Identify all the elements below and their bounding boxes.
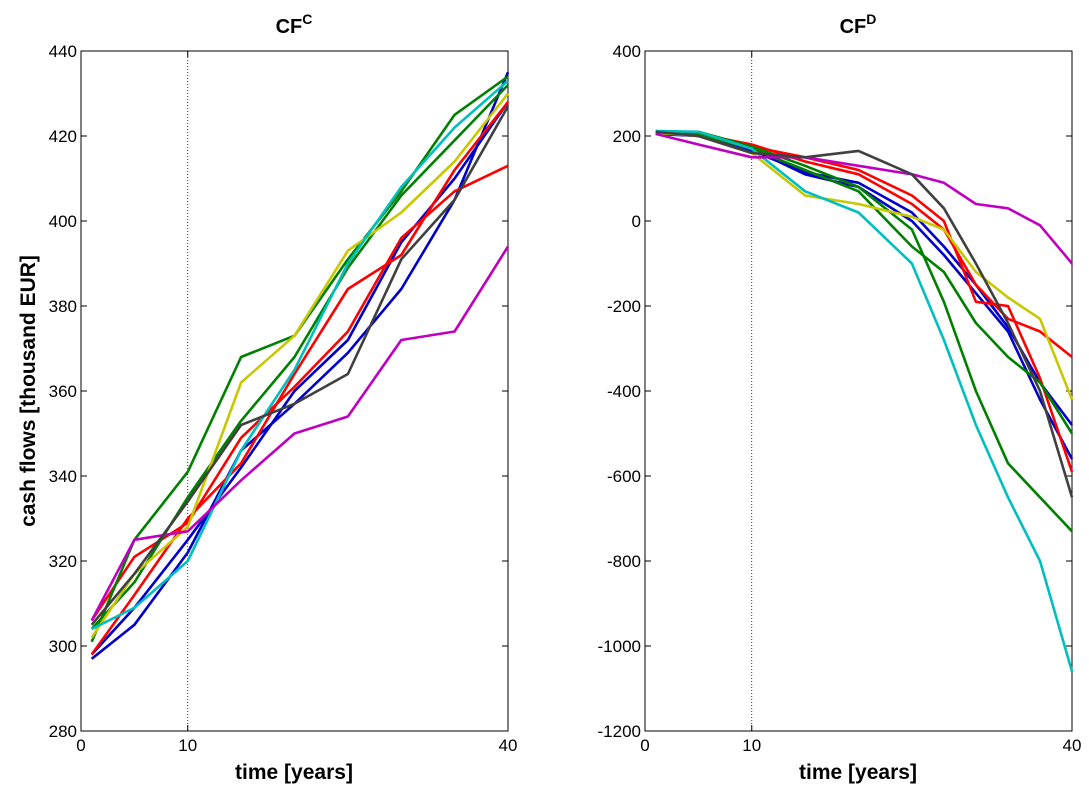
right-axes-frame: [644, 50, 1073, 732]
left-series-line-10: [90, 105, 510, 626]
left-series-line-4: [90, 101, 510, 656]
right-plot-area: -1200 -1000 -800 -600 -400 -200 0 200 400 0 10 40: [598, 42, 1082, 755]
right-ytick-label: -200: [607, 297, 641, 316]
left-xtick-label: 10: [178, 736, 197, 755]
left-ytick-label: 320: [49, 552, 77, 571]
left-ytick-label: 340: [49, 467, 77, 486]
left-chart-panel: CFC cash flows [thousand EUR] time [year…: [17, 11, 517, 784]
left-xtick-label: 0: [76, 736, 85, 755]
right-xtick-label: 10: [742, 736, 761, 755]
right-ytick-label: -600: [607, 467, 641, 486]
left-series-line-3: [90, 164, 509, 622]
right-chart-panel: CFD time [years] -1200-1000-800-600-400-…: [598, 11, 1082, 784]
left-ytick-label: 280: [49, 722, 77, 741]
right-ytick-label: -1000: [598, 637, 641, 656]
right-ytick-label: -800: [607, 552, 641, 571]
left-plot-area: 280 300 320 340 360 380 400 420 440 0 10 40: [49, 42, 518, 755]
right-series-line-8: [655, 129, 1074, 672]
left-ytick-label: 380: [49, 297, 77, 316]
right-xtick-label: 0: [640, 736, 649, 755]
right-ytick-label: 200: [613, 127, 641, 146]
right-ytick-label: 0: [632, 212, 641, 231]
left-chart-title: CFC: [276, 11, 313, 38]
left-series-line-6: [90, 84, 509, 630]
right-ytick-label: -1200: [598, 722, 641, 741]
left-ylabel: cash flows [thousand EUR]: [17, 255, 40, 527]
left-ytick-label: 360: [49, 382, 77, 401]
left-series-line-9: [90, 245, 510, 622]
left-xtick-label: 40: [499, 736, 518, 755]
left-xlabel: time [years]: [235, 761, 353, 784]
left-ytick-label: 400: [49, 212, 77, 231]
left-series-line-8: [91, 79, 509, 631]
right-xtick-label: 40: [1063, 736, 1082, 755]
right-series-line-1: [655, 130, 1074, 460]
right-series-line-10: [655, 130, 1074, 498]
left-ytick-label: 300: [49, 637, 77, 656]
right-ytick-label: 400: [613, 42, 641, 61]
right-series-line-6: [655, 132, 1074, 435]
left-series-line-7: [90, 92, 510, 639]
right-xlabel: time [years]: [799, 761, 917, 784]
left-ytick-label: 420: [49, 127, 77, 146]
left-ytick-label: 440: [49, 42, 77, 61]
right-chart-title: CFD: [840, 11, 877, 38]
right-series-line-3: [655, 131, 1074, 473]
right-ytick-label: -400: [607, 382, 641, 401]
right-series-line-5: [655, 130, 1073, 533]
